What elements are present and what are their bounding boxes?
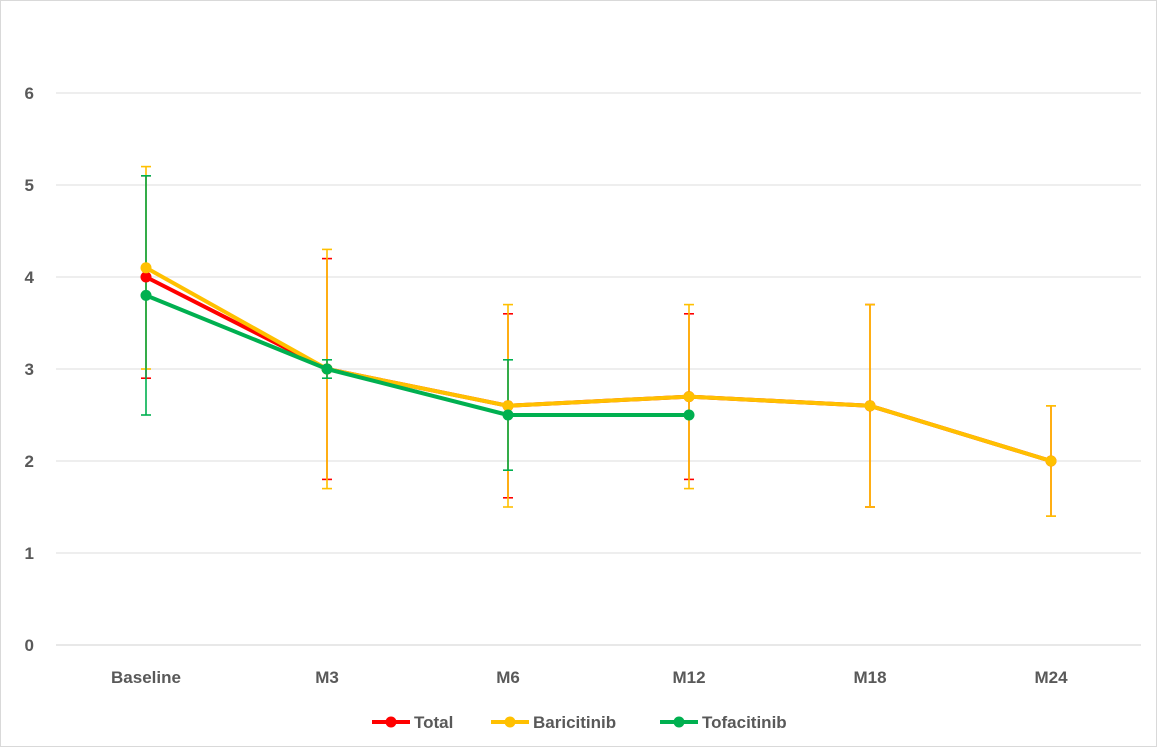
- data-point-total: [140, 271, 152, 283]
- data-point-baricitinib: [140, 262, 152, 274]
- series-line-baricitinib: [145, 266, 1052, 463]
- x-tick-label: M18: [853, 668, 886, 687]
- y-tick-label: 3: [25, 360, 34, 379]
- y-tick-label: 2: [25, 452, 34, 471]
- legend-label: Tofacitinib: [702, 713, 787, 732]
- data-point-baricitinib: [502, 400, 514, 412]
- series-line-tofacitinib: [145, 293, 689, 417]
- y-tick-label: 4: [25, 268, 35, 287]
- legend-swatch-marker: [673, 716, 685, 728]
- x-tick-label: Baseline: [111, 668, 181, 687]
- legend-label: Baricitinib: [533, 713, 616, 732]
- legend-swatch-marker: [504, 716, 516, 728]
- data-point-tofacitinib: [140, 289, 152, 301]
- legend-swatch-marker: [385, 716, 397, 728]
- legend-item-baricitinib: Baricitinib: [491, 713, 616, 732]
- data-point-baricitinib: [864, 400, 876, 412]
- legend-label: Total: [414, 713, 453, 732]
- x-tick-label: M6: [496, 668, 520, 687]
- series-lines: [140, 262, 1057, 467]
- data-point-tofacitinib: [683, 409, 695, 421]
- y-tick-label: 0: [25, 636, 34, 655]
- legend-item-tofacitinib: Tofacitinib: [660, 713, 787, 732]
- series-baricitinib: [140, 262, 1057, 467]
- series-tofacitinib: [140, 289, 695, 421]
- data-point-tofacitinib: [321, 363, 333, 375]
- y-axis-ticks: 0 1 2 3 4 5 6: [25, 84, 35, 655]
- y-tick-label: 5: [25, 176, 34, 195]
- gridlines: [56, 92, 1141, 646]
- data-point-baricitinib: [1045, 455, 1057, 467]
- x-tick-label: M12: [672, 668, 705, 687]
- data-point-tofacitinib: [502, 409, 514, 421]
- x-tick-label: M24: [1034, 668, 1068, 687]
- legend-item-total: Total: [372, 713, 453, 732]
- y-tick-label: 1: [25, 544, 34, 563]
- x-axis-ticks: Baseline M3 M6 M12 M18 M24: [111, 668, 1068, 687]
- y-tick-label: 6: [25, 84, 34, 103]
- x-tick-label: M3: [315, 668, 339, 687]
- data-point-baricitinib: [683, 391, 695, 403]
- legend: Total Baricitinib Tofacitinib: [372, 713, 787, 732]
